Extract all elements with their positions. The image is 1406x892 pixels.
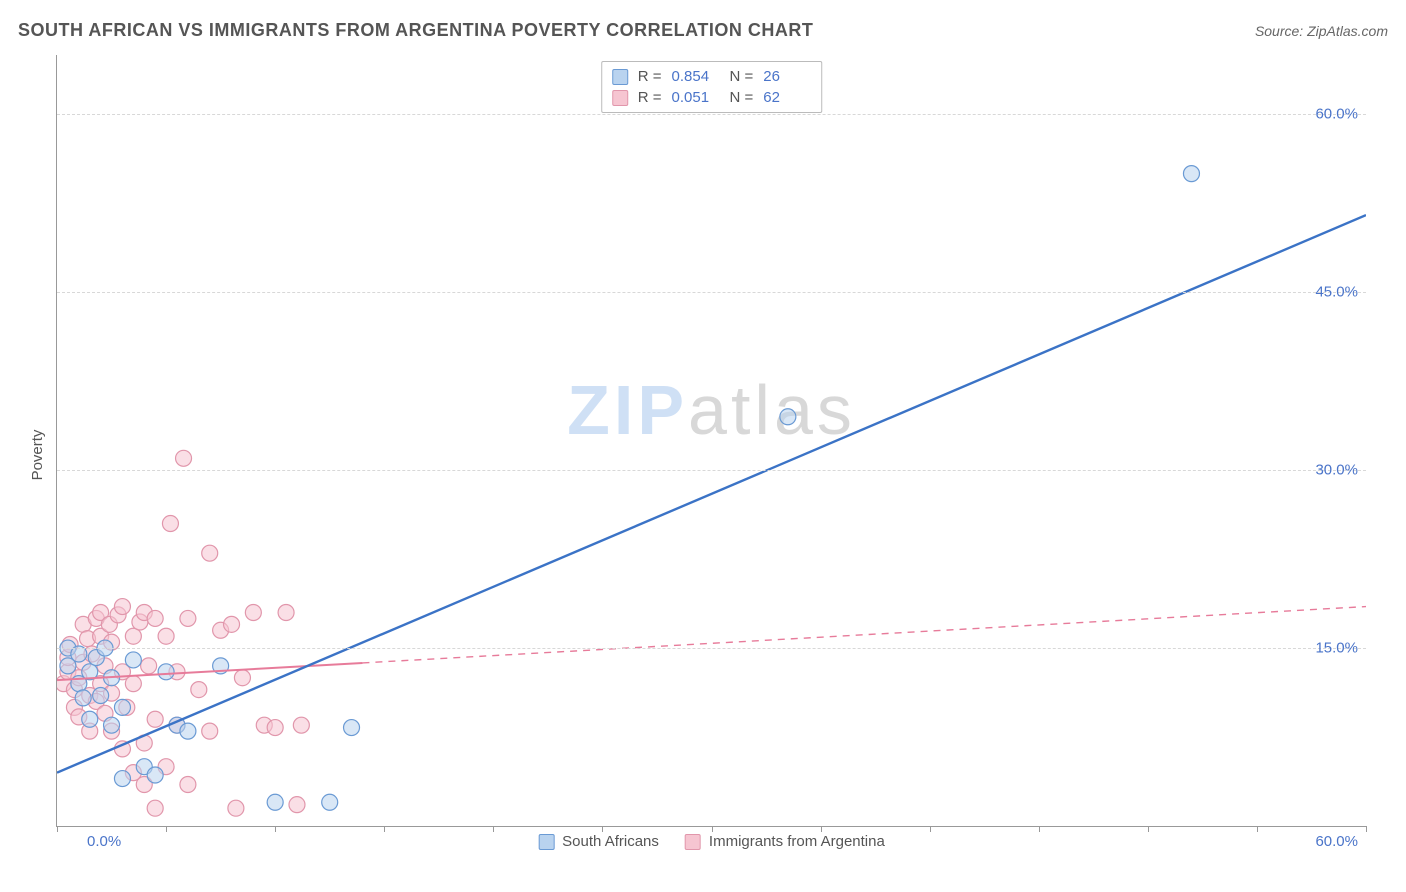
chart-title: SOUTH AFRICAN VS IMMIGRANTS FROM ARGENTI… — [18, 20, 813, 41]
legend-n-label: N = — [730, 89, 754, 106]
y-tick-label: 15.0% — [1315, 640, 1358, 657]
chart-svg — [57, 55, 1366, 826]
legend-correlation: R = 0.854 N = 26 R = 0.051 N = 62 — [601, 61, 823, 113]
legend-row: R = 0.051 N = 62 — [612, 87, 812, 108]
y-tick-label: 30.0% — [1315, 462, 1358, 479]
legend-series-label: Immigrants from Argentina — [709, 833, 885, 850]
legend-item: South Africans — [538, 833, 659, 850]
legend-series-label: South Africans — [562, 833, 659, 850]
legend-n-value: 26 — [763, 68, 811, 85]
legend-swatch-icon — [538, 834, 554, 850]
y-tick-label: 45.0% — [1315, 284, 1358, 301]
x-axis-start-label: 0.0% — [87, 833, 121, 850]
legend-series: South Africans Immigrants from Argentina — [538, 833, 885, 850]
legend-swatch-icon — [685, 834, 701, 850]
y-axis-label: Poverty — [29, 430, 46, 481]
legend-swatch-icon — [612, 90, 628, 106]
source-label: Source: ZipAtlas.com — [1255, 23, 1388, 39]
chart-container: Poverty ZIPatlas R = 0.854 N = 26 R = 0.… — [18, 55, 1388, 855]
legend-row: R = 0.854 N = 26 — [612, 66, 812, 87]
legend-r-label: R = — [638, 68, 662, 85]
legend-r-value: 0.854 — [672, 68, 720, 85]
x-axis-end-label: 60.0% — [1315, 833, 1358, 850]
legend-r-value: 0.051 — [672, 89, 720, 106]
plot-area: ZIPatlas R = 0.854 N = 26 R = 0.051 N = … — [56, 55, 1366, 827]
header: SOUTH AFRICAN VS IMMIGRANTS FROM ARGENTI… — [18, 20, 1388, 41]
legend-r-label: R = — [638, 89, 662, 106]
legend-n-label: N = — [730, 68, 754, 85]
y-tick-label: 60.0% — [1315, 106, 1358, 123]
legend-item: Immigrants from Argentina — [685, 833, 885, 850]
legend-swatch-icon — [612, 69, 628, 85]
legend-n-value: 62 — [763, 89, 811, 106]
